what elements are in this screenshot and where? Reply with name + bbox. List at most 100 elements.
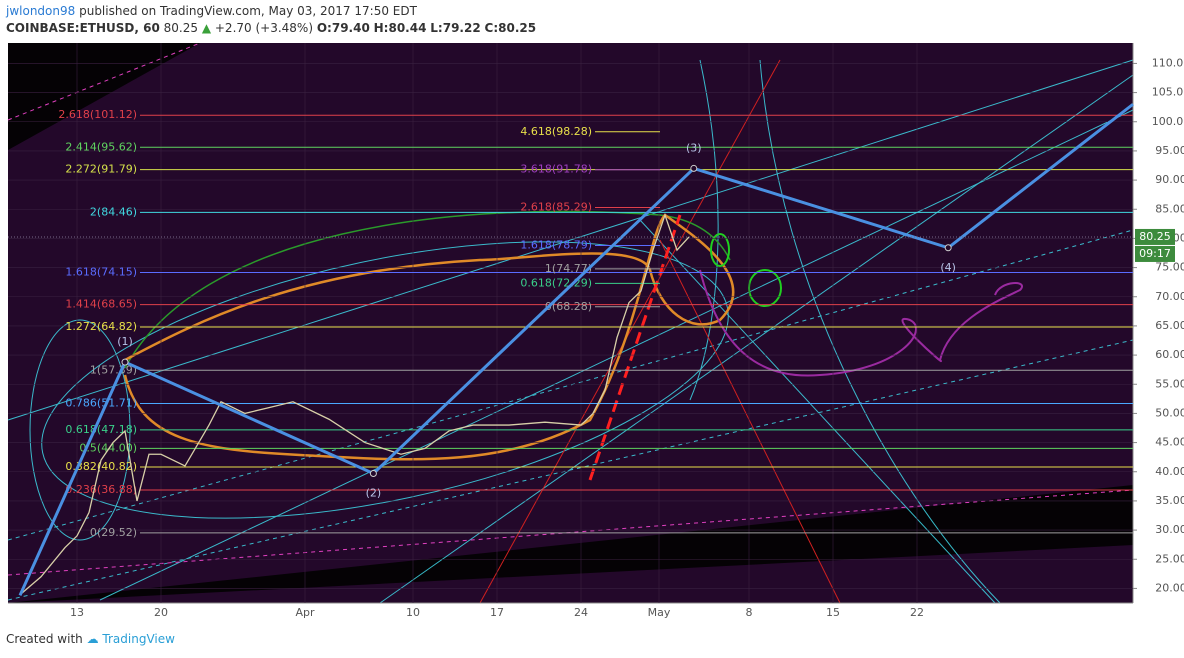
ellipse [41, 241, 729, 519]
x-tick-label: 13 [70, 606, 84, 619]
trend-line [659, 239, 841, 604]
wave-point [690, 164, 698, 172]
footer: Created with ☁ TradingView [6, 632, 175, 646]
y-tick-label: 90.00 [1155, 173, 1184, 186]
fib-label: 0.5(44.00) [79, 441, 137, 454]
publish-line: jwlondon98 published on TradingView.com,… [6, 3, 536, 20]
fib-label: 3.618(91.78) [520, 163, 592, 176]
fib-label: 0(29.52) [90, 526, 137, 539]
wave-label: (1) [117, 335, 133, 348]
x-tick-label: 24 [574, 606, 588, 619]
trend-line [7, 59, 1134, 421]
y-tick-label: 95.00 [1155, 144, 1184, 157]
published: published on TradingView.com, May 03, 20… [79, 4, 417, 18]
wave-point [944, 244, 952, 252]
fib-label: 2.272(91.79) [65, 163, 137, 176]
price-line [20, 213, 690, 595]
y-tick-label: 110.00 [1152, 56, 1184, 69]
wave-label: (3) [686, 141, 702, 154]
brand-name: TradingView [102, 632, 175, 646]
fib-label: 1.618(78.79) [520, 238, 592, 251]
marker [710, 233, 730, 267]
wave-label: (2) [366, 487, 382, 500]
fib-label: 0.618(72.29) [520, 276, 592, 289]
fib-label: 0.618(47.18) [65, 423, 137, 436]
drawings [7, 59, 1134, 604]
created: Created with [6, 632, 83, 646]
y-tick-label: 65.00 [1155, 319, 1184, 332]
ellipse [29, 319, 131, 541]
trend-line [7, 229, 1134, 541]
fib-label: 1.272(64.82) [65, 320, 137, 333]
fib-label: 1(57.39) [90, 363, 137, 376]
wave-label: (4) [940, 261, 956, 274]
fib-label: 2.618(101.12) [58, 108, 137, 121]
symbol: COINBASE:ETHUSD, 60 [6, 21, 160, 35]
fib-label: 0.786(51.71) [65, 396, 137, 409]
projection [123, 213, 735, 461]
fib-label: 1.414(68.65) [65, 298, 137, 311]
y-tick-label: 105.00 [1152, 86, 1184, 99]
y-tick-label: 25.00 [1155, 552, 1184, 565]
ohlc: O:79.40 [316, 21, 370, 35]
arc [689, 59, 1001, 604]
countdown-tag [1135, 245, 1175, 262]
y-tick-label: 30.00 [1155, 523, 1184, 536]
trend-line [7, 42, 201, 121]
wave-line [18, 103, 1134, 597]
y-tick-label: 45.00 [1155, 436, 1184, 449]
wave-point [121, 358, 129, 366]
shade [8, 485, 1133, 603]
x-tick-label: 17 [490, 606, 504, 619]
x-tick-label: 22 [910, 606, 924, 619]
fib-label: 2(84.46) [90, 205, 137, 218]
y-tick-label: 60.00 [1155, 348, 1184, 361]
quote-line: COINBASE:ETHUSD, 60 80.25 ▲ +2.70 (+3.48… [6, 20, 536, 37]
ohlc: L:79.22 [430, 21, 481, 35]
trend-line [479, 59, 781, 604]
fib-label: 1(74.77) [545, 262, 592, 275]
price-tag-label: 80.25 [1139, 230, 1171, 243]
countdown-label: 09:17 [1139, 247, 1171, 260]
fib-label: 2.618(85.29) [520, 201, 592, 214]
y-tick-label: 20.00 [1155, 581, 1184, 594]
arc [124, 210, 731, 369]
author[interactable]: jwlondon98 [6, 4, 76, 18]
projection [699, 269, 1024, 377]
fib-label: 0.382(40.82) [65, 460, 137, 473]
x-tick-label: May [648, 606, 671, 619]
x-tick-label: Apr [295, 606, 315, 619]
x-tick-label: 20 [154, 606, 168, 619]
y-tick-label: 55.00 [1155, 377, 1184, 390]
y-tick-label: 70.00 [1155, 290, 1184, 303]
y-tick-label: 100.00 [1152, 115, 1184, 128]
projection [588, 214, 682, 481]
fib-label: 0(68.28) [545, 300, 592, 313]
fib-label: 4.618(98.28) [520, 125, 592, 138]
wave-point [369, 470, 377, 477]
change: +2.70 (+3.48%) [214, 21, 314, 35]
brand[interactable]: ☁ TradingView [86, 632, 175, 646]
trend-line [379, 74, 1134, 604]
up-arrow: ▲ [201, 21, 212, 35]
fib-label: 1.618(74.15) [65, 266, 137, 279]
price-tag [1135, 228, 1175, 245]
y-tick-label: 50.00 [1155, 406, 1184, 419]
y-tick-label: 85.00 [1155, 202, 1184, 215]
fib-label: 0.236(36.88) [65, 483, 137, 496]
header: jwlondon98 published on TradingView.com,… [6, 3, 536, 37]
y-tick-label: 40.00 [1155, 465, 1184, 478]
ohlc: C:80.25 [484, 21, 537, 35]
x-tick-label: 15 [826, 606, 840, 619]
shade [8, 43, 200, 150]
x-tick-label: 8 [746, 606, 753, 619]
x-tick-label: 10 [406, 606, 420, 619]
y-tick-label: 35.00 [1155, 494, 1184, 507]
fib-label: 2.414(95.62) [65, 140, 137, 153]
last: 80.25 [163, 21, 198, 35]
y-tick-label: 75.00 [1155, 261, 1184, 274]
trend-line [639, 219, 996, 604]
ohlc: H:80.44 [373, 21, 427, 35]
